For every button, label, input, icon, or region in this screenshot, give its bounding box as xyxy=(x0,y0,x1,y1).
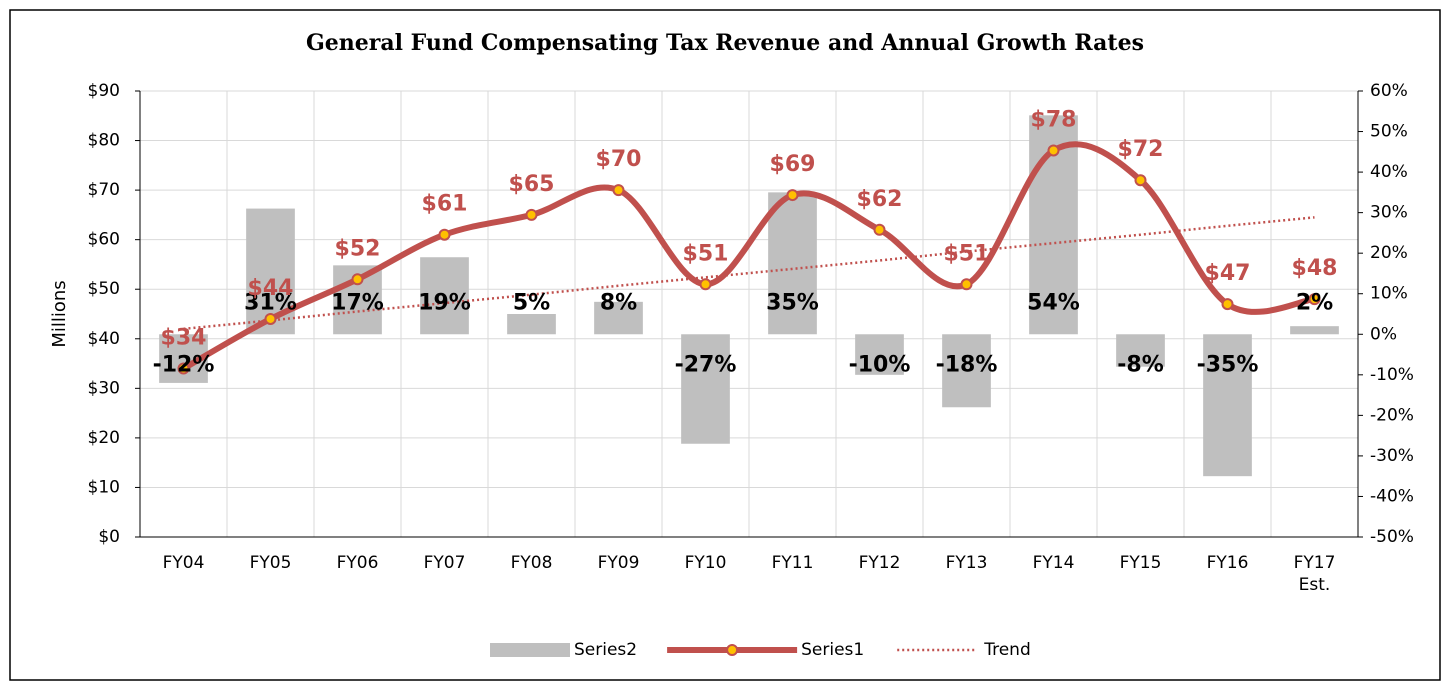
legend-marker xyxy=(726,644,739,656)
bar-label: 8% xyxy=(600,290,637,315)
bar-label: 35% xyxy=(766,290,819,315)
bar xyxy=(507,314,556,335)
y2-tick-label: -20% xyxy=(1370,405,1414,425)
bar xyxy=(1290,326,1339,335)
bar-label: 2% xyxy=(1296,290,1333,315)
bar-label: 5% xyxy=(513,290,550,315)
y-tick-label: $40 xyxy=(88,329,120,349)
line-label: $51 xyxy=(683,241,729,266)
line-marker xyxy=(1047,144,1060,157)
x-tick-label: FY16 xyxy=(1206,553,1249,573)
y2-tick-label: 60% xyxy=(1370,81,1408,101)
line-marker xyxy=(177,362,190,375)
y2-tick-label: 40% xyxy=(1370,162,1408,182)
y2-tick-label: 30% xyxy=(1370,203,1408,223)
line xyxy=(182,141,1315,372)
x-tick-label: FY10 xyxy=(684,553,727,573)
bar-label: -12% xyxy=(153,352,215,377)
x-tick-label: FY12 xyxy=(858,553,901,573)
y-tick-label: $60 xyxy=(88,230,120,250)
bar xyxy=(420,257,469,335)
x-tick-label: FY11 xyxy=(771,553,814,573)
x-tick-label: FY17 Est. xyxy=(1293,553,1336,595)
y2-tick-label: -50% xyxy=(1370,527,1414,547)
x-tick-label: FY14 xyxy=(1032,553,1075,573)
bar-label: -18% xyxy=(936,352,998,377)
x-tick-label: FY07 xyxy=(423,553,466,573)
bar xyxy=(942,334,991,408)
y-tick-label: $10 xyxy=(88,477,120,497)
line-marker xyxy=(873,223,886,236)
x-tick-label: FY08 xyxy=(510,553,553,573)
line-marker xyxy=(960,278,973,291)
chart-title: General Fund Compensating Tax Revenue an… xyxy=(306,30,1144,56)
y-tick-label: $80 xyxy=(88,131,120,151)
line-label: $69 xyxy=(770,152,816,177)
y2-tick-label: -40% xyxy=(1370,486,1414,506)
x-tick-label: FY05 xyxy=(249,553,292,573)
x-tick-label: FY13 xyxy=(945,553,988,573)
y2-tick-label: -30% xyxy=(1370,446,1414,466)
y2-tick-label: 0% xyxy=(1370,324,1397,344)
bar-label: 54% xyxy=(1027,290,1080,315)
line-marker xyxy=(264,312,277,325)
bar xyxy=(594,301,643,335)
line-marker xyxy=(351,273,364,286)
line-label: $48 xyxy=(1292,256,1338,281)
y2-tick-label: 10% xyxy=(1370,284,1408,304)
y2-tick-label: 20% xyxy=(1370,243,1408,263)
line-marker xyxy=(786,189,799,202)
y-tick-label: $70 xyxy=(88,180,120,200)
legend-swatch xyxy=(490,643,570,657)
bar-label: 17% xyxy=(331,290,384,315)
legend-label: Series2 xyxy=(574,640,637,660)
line-label: $65 xyxy=(509,172,555,197)
y-tick-label: $90 xyxy=(88,81,120,101)
legend-label: Series1 xyxy=(801,640,864,660)
line-label: $47 xyxy=(1205,261,1251,286)
bar xyxy=(1203,334,1252,477)
line-label: $44 xyxy=(248,276,294,301)
bar-label: 31% xyxy=(244,290,297,315)
line-marker xyxy=(1134,174,1147,187)
y2-tick-label: 50% xyxy=(1370,122,1408,142)
legend-label: Trend xyxy=(983,640,1031,660)
line-marker xyxy=(699,278,712,291)
x-tick-label: FY06 xyxy=(336,553,379,573)
y-tick-label: $0 xyxy=(98,527,120,547)
bar xyxy=(855,334,904,375)
line-label: $78 xyxy=(1031,107,1077,132)
y-tick-label: $30 xyxy=(88,378,120,398)
line-label: $61 xyxy=(422,192,468,217)
x-tick-label: FY15 xyxy=(1119,553,1162,573)
line-marker xyxy=(525,208,538,221)
x-tick-label: FY04 xyxy=(162,553,205,573)
y-tick-label: $50 xyxy=(88,279,120,299)
y-axis-label: Millions xyxy=(49,280,70,347)
line-label: $62 xyxy=(857,187,903,212)
bar xyxy=(681,334,730,444)
bar-label: -10% xyxy=(849,352,911,377)
bar-label: 19% xyxy=(418,290,471,315)
line-label: $52 xyxy=(335,236,381,261)
line-marker xyxy=(438,228,451,241)
line-marker xyxy=(1308,293,1321,306)
y2-tick-label: -10% xyxy=(1370,365,1414,385)
line-marker xyxy=(1221,298,1234,311)
line-label: $72 xyxy=(1118,137,1164,162)
bar-label: -27% xyxy=(675,352,737,377)
y-tick-label: $20 xyxy=(88,428,120,448)
bar xyxy=(1116,334,1165,367)
bar xyxy=(768,192,817,335)
line-marker xyxy=(612,184,625,197)
line-label: $70 xyxy=(596,147,642,172)
bar-label: -8% xyxy=(1117,352,1163,377)
line-label: $51 xyxy=(944,241,990,266)
line-label: $34 xyxy=(161,326,207,351)
bar-label: -35% xyxy=(1197,352,1259,377)
x-tick-label: FY09 xyxy=(597,553,640,573)
